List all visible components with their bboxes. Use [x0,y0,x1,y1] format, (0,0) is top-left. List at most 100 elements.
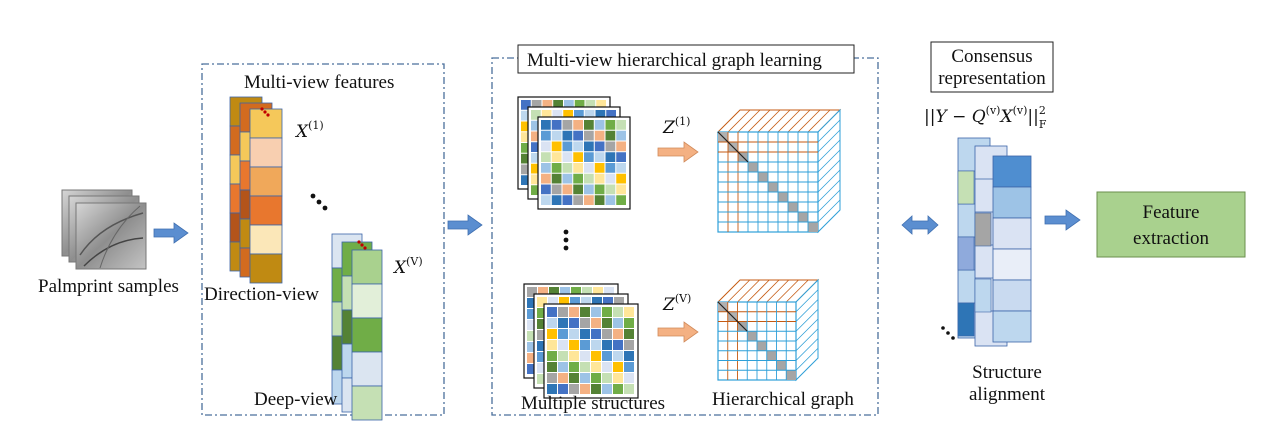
matrix-cell [558,384,568,394]
matrix-cell [573,163,583,173]
matrix-cell [547,307,557,317]
matrix-cell [592,297,602,307]
matrix-cell [569,340,579,350]
matrix-cell [569,318,579,328]
alignment-cell [992,310,1032,343]
matrix-cell [624,329,634,339]
feature-cell [249,195,283,226]
graph-diag-line [717,131,749,163]
graph-line [797,109,821,133]
matrix-cell [562,184,573,195]
structure-alignment-stack [957,137,1032,347]
matrix-cell [573,195,583,205]
matrix-cell [527,287,537,297]
xv-label: X(V) [392,255,423,278]
matrix-cell [541,120,551,130]
matrix-cell [562,195,573,205]
matrix-cell [605,173,616,184]
matrix-cell [594,152,605,162]
matrix-cell [605,141,616,152]
matrix-cell [591,362,601,372]
matrix-cell [591,307,601,317]
matrix-cell [594,184,605,195]
matrix-cell [537,374,547,384]
matrix-cell [602,340,612,350]
matrix-cell [603,297,613,307]
matrix-cell [551,152,562,162]
matrix-cell [562,163,573,173]
matrix-cell [591,340,601,350]
matrix-cell [541,195,551,205]
matrix-cell [547,362,557,372]
matrix-cell [580,384,590,394]
matrix-cell [552,110,563,120]
matrix-cell [551,130,562,141]
matrix-cell [606,110,616,120]
consensus-label-line1: Consensus [951,46,1032,67]
z1-label: Z(1) [662,115,690,138]
matrix-cell [560,287,570,297]
graph-line [817,119,841,143]
graph-line [817,179,841,203]
matrix-cell [602,373,612,383]
matrix-cell [605,163,616,173]
matrix-cell [584,141,594,152]
matrix-cell [527,353,537,363]
matrix-cell [537,297,547,307]
graph-diag-cell [788,202,798,212]
matrix-cell [551,195,562,205]
matrix-cell [584,120,594,130]
matrix-cell [616,130,626,141]
matrix-cell [624,307,634,317]
matrix-cell [553,100,563,110]
alignment-cell [974,278,992,313]
feature-cell [351,249,383,285]
structure-matrices-bottom [523,283,639,399]
graph-diag-cell [766,350,777,361]
matrix-cell [558,340,568,350]
matrix-cell [594,163,605,173]
alignment-cell [992,279,1032,312]
graph-line [795,318,819,342]
matrix-cell [616,195,626,205]
matrix-cell [585,100,596,110]
matrix-cell [521,100,531,110]
graph-line [817,189,841,213]
objective-formula: ||Y − Q(v)X(v)||2 F [924,104,1047,131]
matrix-cell [584,110,595,120]
ellipsis-dots [310,193,328,211]
matrix-cell [547,329,557,339]
graph-line [795,289,819,313]
graph-diag-cell [757,341,767,351]
graph-line [817,139,841,163]
graph-diag-cell [747,331,757,341]
matrix-cell [613,340,623,350]
matrix-cell [527,320,537,330]
matrix-cell [582,287,592,297]
matrix-cell [558,318,568,328]
matrix-cell [613,351,623,361]
graph-diag-cell [778,192,788,202]
alignment-cell [957,170,975,205]
matrix-cell [559,297,569,307]
matrix-cell [521,164,531,175]
matrix-cell [624,351,634,361]
graph-line [756,279,780,303]
alignment-cell [957,302,975,337]
consensus-label-line2: representation [938,68,1046,89]
matrix-cell [594,173,605,184]
matrix-cell [558,307,568,317]
matrix-cell [531,153,541,163]
matrix-cell [558,351,568,361]
feature-cell [249,253,283,284]
matrix-cell [531,185,541,195]
matrix-cell [624,362,634,372]
matrix-cell [531,100,542,110]
graph-line [817,199,841,223]
deep-view-label: Deep-view [254,389,338,410]
matrix-cell [596,100,606,110]
graph-diag-cell [748,162,758,172]
graph-line [777,109,801,133]
matrix-cell [549,287,559,297]
graph-line [767,109,791,133]
